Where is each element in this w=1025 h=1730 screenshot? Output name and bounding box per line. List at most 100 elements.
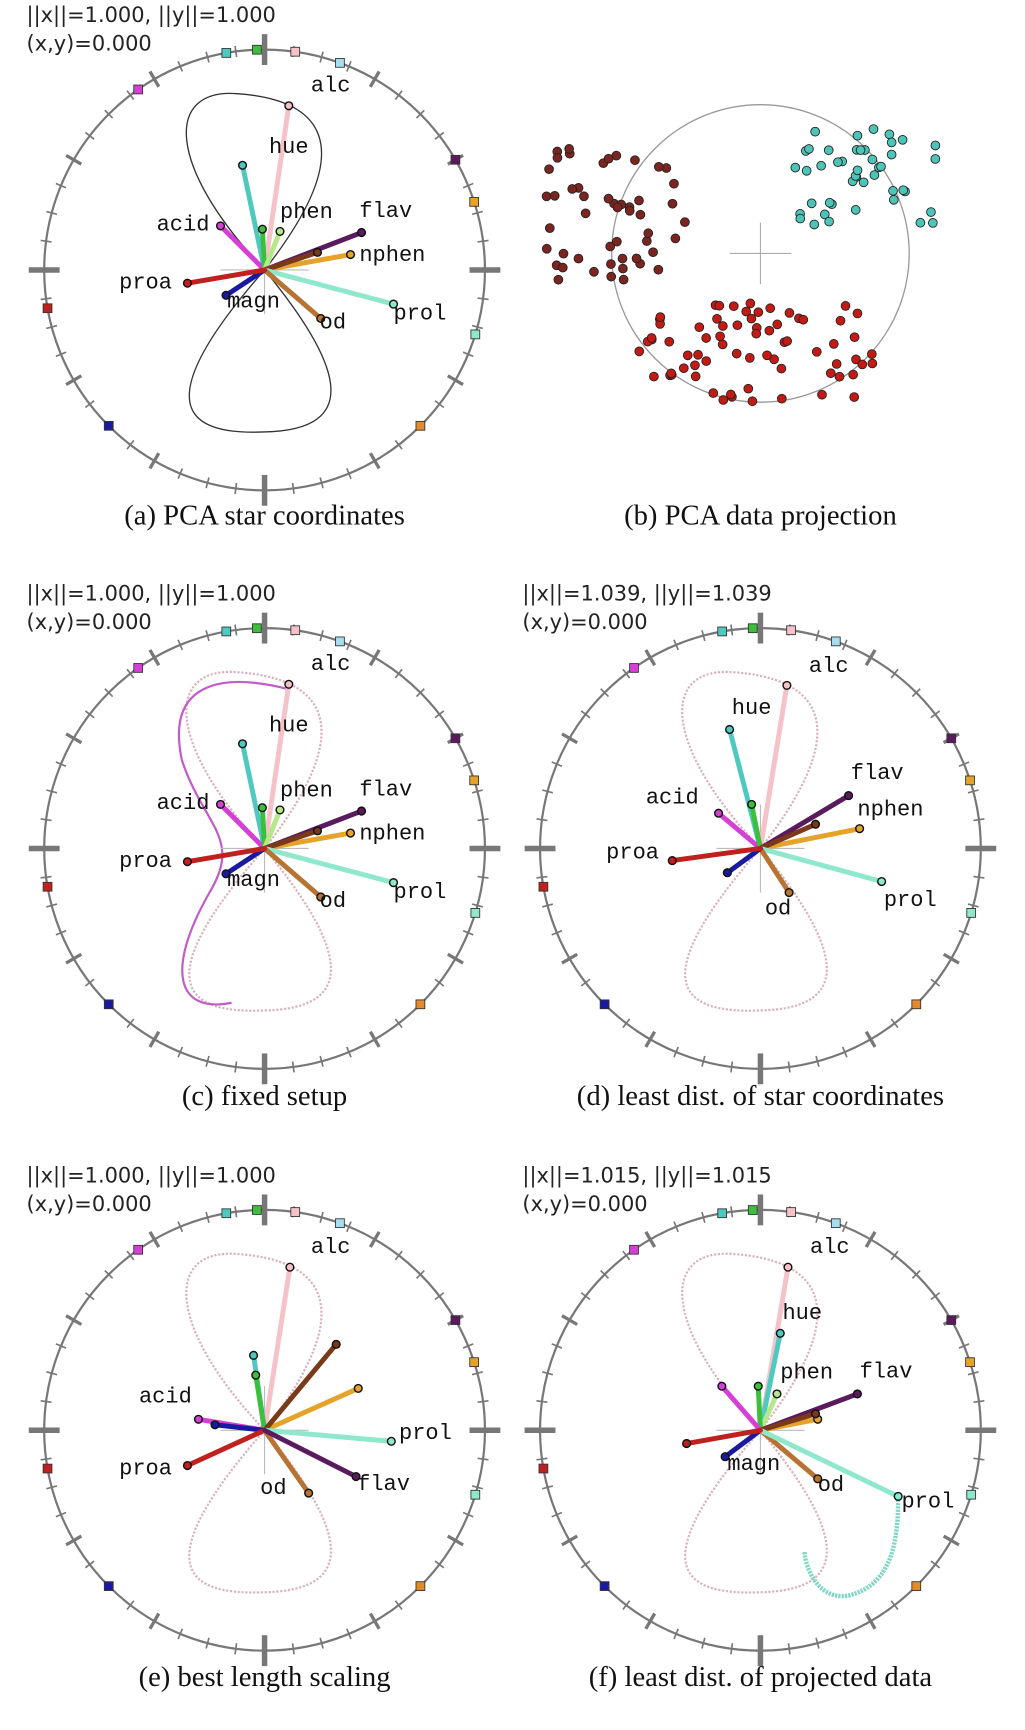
- dial-tick: [622, 1018, 631, 1029]
- data-point: [618, 274, 629, 285]
- dial-tick: [536, 818, 548, 822]
- ring-marker: [221, 1208, 232, 1219]
- dial-tick: [104, 109, 114, 119]
- dial-tick: [177, 468, 184, 479]
- ring-marker: [830, 1218, 841, 1229]
- dial-tick: [346, 639, 352, 651]
- dial-tick: [864, 1612, 877, 1630]
- data-point: [664, 336, 675, 347]
- data-point: [653, 161, 664, 172]
- dial-tick: [930, 1560, 941, 1569]
- data-point: [606, 271, 617, 282]
- axis-vector: [755, 1383, 763, 1433]
- dial-tick: [148, 452, 161, 470]
- data-point: [762, 350, 772, 361]
- axis-handle: [210, 1420, 220, 1430]
- data-point: [567, 184, 578, 194]
- data-point: [852, 165, 863, 176]
- data-point: [898, 185, 909, 196]
- axis-vector: [262, 828, 320, 851]
- dial-tick: [477, 818, 489, 822]
- trail: [802, 1496, 901, 1599]
- axis-handle: [388, 299, 399, 309]
- dial-tick: [234, 1206, 238, 1218]
- ring-marker: [629, 1244, 639, 1255]
- axis-vector: [223, 267, 268, 298]
- axis-label: nphen: [857, 797, 923, 822]
- dial-tick: [46, 324, 58, 330]
- data-point: [670, 233, 681, 244]
- dial-tick: [890, 1250, 899, 1261]
- axis-label: magn: [227, 868, 280, 893]
- axis-vector: [218, 801, 268, 851]
- data-point: [746, 313, 757, 324]
- axis-vector: [262, 267, 324, 321]
- dial-tick: [730, 1643, 734, 1655]
- dial-tick: [462, 761, 474, 768]
- data-point: [553, 274, 564, 285]
- ring-marker: [966, 908, 977, 918]
- ring-marker: [290, 625, 301, 636]
- data-point: [849, 332, 860, 343]
- ring-marker: [538, 1463, 549, 1474]
- dial-tick: [46, 903, 58, 908]
- dial-tick: [730, 1206, 734, 1218]
- dial-tick: [477, 1457, 489, 1461]
- dial-tick: [561, 1534, 579, 1547]
- dial-tick: [471, 789, 483, 794]
- dial-tick: [462, 182, 474, 189]
- axis-handle: [275, 226, 285, 236]
- caption: (b) PCA data projection: [624, 500, 897, 532]
- data-point: [605, 241, 616, 252]
- data-point: [852, 308, 863, 319]
- dial-tick: [973, 818, 985, 822]
- norm-readout: ||x||=1.000, ||y||=1.000: [27, 582, 276, 607]
- data-point: [867, 154, 878, 165]
- dial-tick: [958, 1511, 970, 1518]
- ring-marker: [415, 999, 426, 1010]
- dial-tick: [84, 978, 95, 987]
- dial-tick: [471, 903, 483, 908]
- ring-marker: [946, 1315, 957, 1325]
- axis-handle: [221, 869, 231, 879]
- ring-marker: [133, 1244, 144, 1255]
- dial-tick: [394, 439, 403, 450]
- dial-tick: [446, 952, 464, 965]
- data-point: [798, 314, 809, 325]
- dial-tick: [434, 400, 445, 409]
- data-point: [806, 198, 817, 209]
- dial-tick: [958, 929, 970, 936]
- data-point: [819, 209, 830, 220]
- dial-tick: [622, 1250, 631, 1261]
- data-point: [851, 354, 861, 365]
- dial-tick: [864, 1230, 877, 1248]
- axis-handle: [784, 887, 794, 898]
- ring-marker: [599, 1581, 610, 1591]
- axis-vector: [240, 162, 268, 273]
- data-point: [648, 247, 658, 258]
- dial-tick: [930, 978, 941, 987]
- axis-label: nphen: [359, 822, 425, 847]
- axis-handle: [717, 1381, 727, 1391]
- axis-label: prol: [393, 880, 446, 905]
- axis-handle: [257, 224, 267, 234]
- dial-tick: [177, 639, 184, 651]
- data-point: [926, 207, 936, 217]
- data-point: [701, 356, 712, 366]
- dial-tick: [644, 1230, 657, 1248]
- dial-tick: [815, 1637, 820, 1649]
- axis-vector: [262, 845, 324, 900]
- dial-tick: [291, 1061, 295, 1073]
- dial-tick: [104, 688, 114, 698]
- axis-vector: [184, 1427, 268, 1469]
- axis-handle: [248, 1350, 259, 1360]
- axis-label: flav: [860, 1359, 913, 1384]
- dial-tick: [205, 1211, 210, 1223]
- axis-handle: [237, 739, 248, 749]
- axis-label: flav: [359, 199, 412, 224]
- data-point: [634, 346, 645, 357]
- dial-tick: [580, 1560, 591, 1569]
- dial-tick: [40, 1457, 52, 1461]
- data-point: [611, 236, 622, 247]
- data-point: [579, 191, 589, 202]
